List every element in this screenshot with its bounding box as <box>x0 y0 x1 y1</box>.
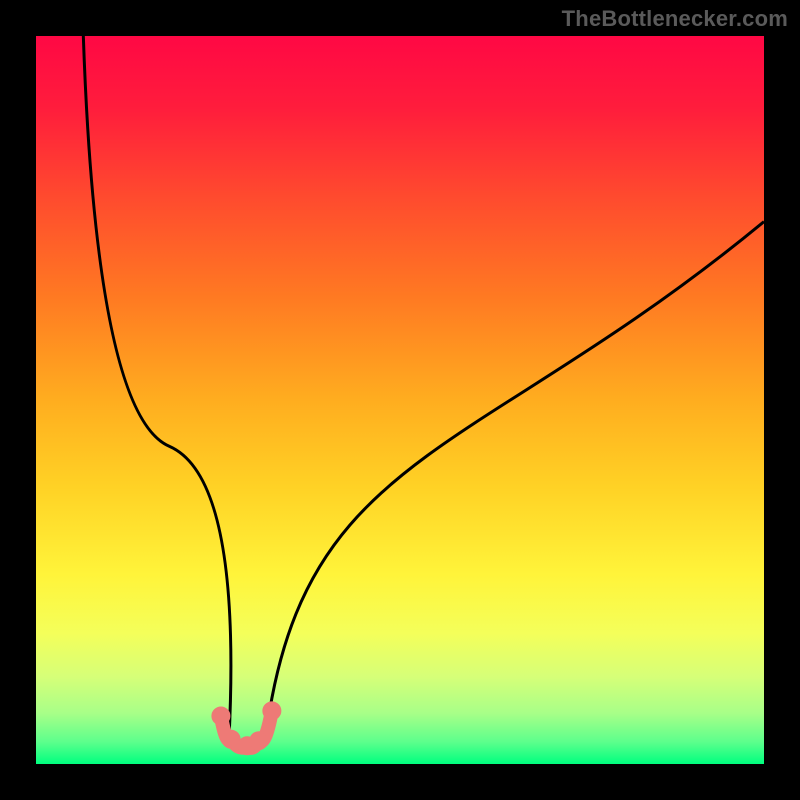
chart-container: TheBottlenecker.com <box>0 0 800 800</box>
watermark-text: TheBottlenecker.com <box>562 6 788 32</box>
marker-dot <box>263 702 281 720</box>
marker-dot <box>250 732 268 750</box>
marker-dot <box>222 730 240 748</box>
curve-path <box>83 36 764 748</box>
marker-dot <box>212 707 230 725</box>
plot-area <box>36 36 764 764</box>
bottleneck-curve <box>36 36 764 764</box>
